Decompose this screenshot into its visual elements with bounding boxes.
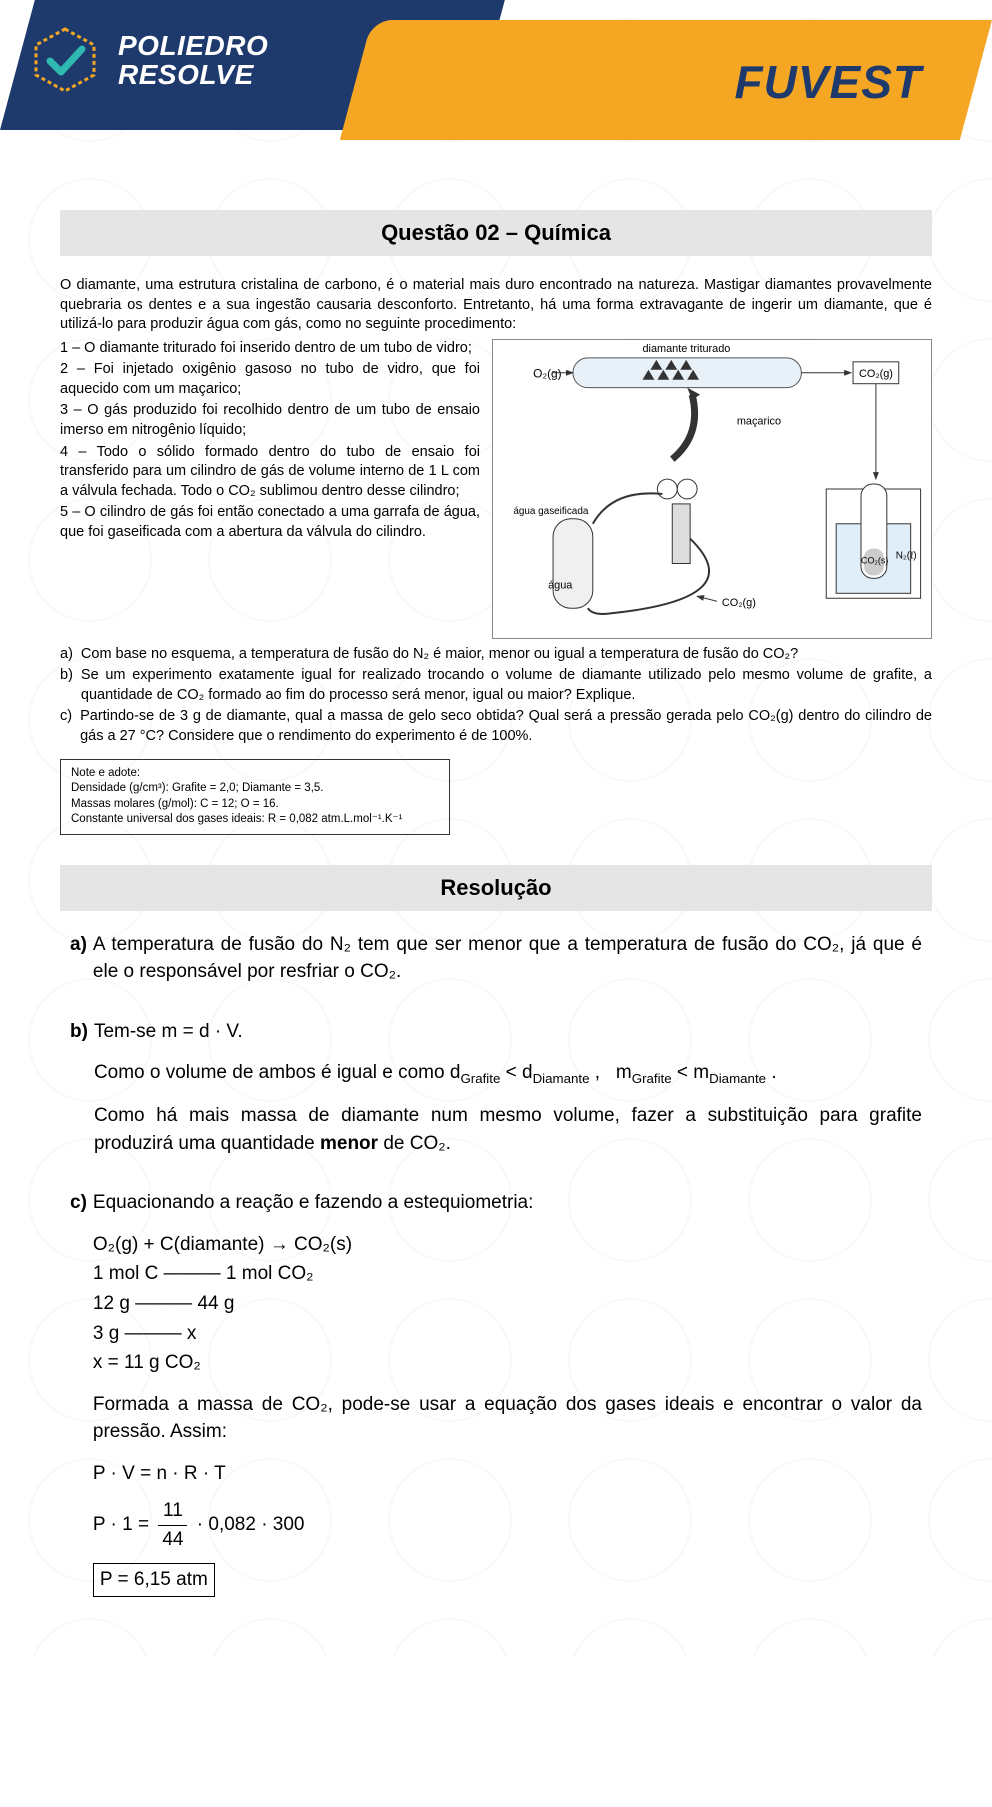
co2g2-label: CO₂(g) [722,597,756,609]
sq-b-label: b) [60,666,73,705]
res-a-text: A temperatura de fusão do N₂ tem que ser… [93,931,922,986]
o2-label: O₂(g) [533,366,561,380]
calc-line: P · 1 = 11 44 · 0,082 · 300 [93,1497,922,1553]
experiment-diagram: O₂(g) diamante triturado CO₂(g) maçarico… [492,339,932,639]
eq1: O₂(g) + C(diamante) → CO₂(s) [93,1231,922,1259]
co2s-label: CO₂(s) [861,555,888,565]
res-c-mid: Formada a massa de CO₂, pode-se usar a e… [93,1391,922,1446]
res-b-l2: Como o volume de ambos é igual e como dG… [94,1059,922,1088]
brand-text: POLIEDRO RESOLVE [118,31,268,90]
sq-c-text: Partindo-se de 3 g de diamante, qual a m… [80,707,932,746]
eq3: 12 g ——— 44 g [93,1290,922,1318]
sq-b-text: Se um experimento exatamente igual for r… [81,666,932,705]
note-l1: Densidade (g/cm³): Grafite = 2,0; Diaman… [71,781,439,797]
logo-hexagon-check-icon [30,25,100,95]
procedure-steps: 1 – O diamante triturado foi inserido de… [60,339,480,639]
res-a-label: a) [70,931,87,1000]
sub-questions: a) Com base no esquema, a temperatura de … [60,645,932,747]
res-b-l1: Tem-se m = d · V. [94,1018,922,1046]
sq-c-label: c) [60,707,72,746]
question-title: Questão 02 – Química [60,210,932,256]
torch-label: maçarico [737,415,781,427]
note-l2: Massas molares (g/mol): C = 12; O = 16. [71,797,439,813]
res-b-label: b) [70,1018,88,1172]
brand-line2: RESOLVE [118,60,268,89]
resolution-body: a) A temperatura de fusão do N₂ tem que … [60,931,932,1599]
brand-line1: POLIEDRO [118,31,268,60]
note-l3: Constante universal dos gases ideais: R … [71,812,439,828]
step-3: 3 – O gás produzido foi recolhido dentro… [60,401,480,440]
result-box: P = 6,15 atm [93,1563,215,1597]
step-2: 2 – Foi injetado oxigênio gasoso no tubo… [60,360,480,399]
step-1: 1 – O diamante triturado foi inserido de… [60,339,480,359]
water-label: água [548,579,573,591]
n2l-label: N₂(ℓ) [896,550,917,561]
question-intro: O diamante, uma estrutura cristalina de … [60,276,932,335]
exam-name: FUVEST [735,55,922,109]
sq-a-text: Com base no esquema, a temperatura de fu… [81,645,798,665]
note-title: Note e adote: [71,766,439,782]
eq5: x = 11 g CO₂ [93,1349,922,1377]
sq-a-label: a) [60,645,73,665]
diamond-label: diamante triturado [642,343,730,355]
resolution-title: Resolução [60,865,932,911]
eq2: 1 mol C ——— 1 mol CO₂ [93,1260,922,1288]
co2g-label: CO₂(g) [859,367,893,379]
page-header: POLIEDRO RESOLVE FUVEST [0,0,992,150]
res-c-intro: Equacionando a reação e fazendo a estequ… [93,1189,922,1217]
eq4: 3 g ——— x [93,1320,922,1348]
res-c-label: c) [70,1189,87,1599]
res-b-l3: Como há mais massa de diamante num mesmo… [94,1102,922,1157]
ideal-gas-law: P · V = n · R · T [93,1460,922,1488]
water-carb-label: água gaseificada [513,506,589,517]
note-box: Note e adote: Densidade (g/cm³): Grafite… [60,759,450,835]
step-5: 5 – O cilindro de gás foi então conectad… [60,503,480,542]
step-4: 4 – Todo o sólido formado dentro do tubo… [60,443,480,502]
